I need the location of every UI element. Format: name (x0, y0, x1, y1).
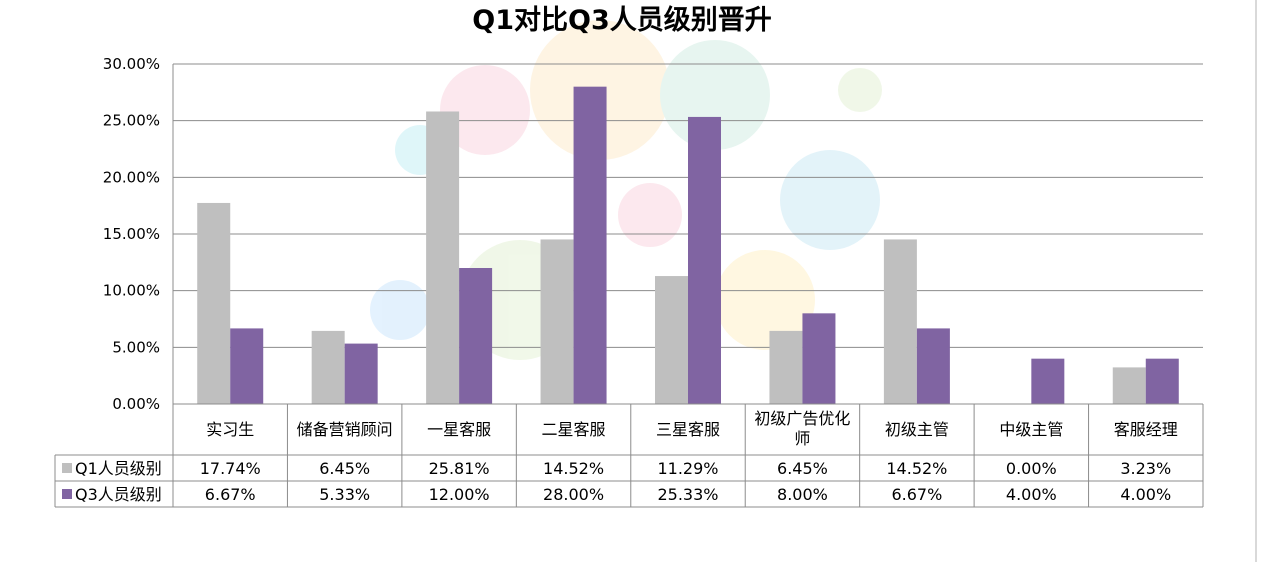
y-tick-label: 0.00% (112, 395, 160, 413)
bar-2-4 (573, 86, 607, 405)
legend-key-1 (62, 463, 72, 473)
table-value: 6.45% (319, 459, 370, 478)
y-tick-label: 10.00% (103, 282, 160, 300)
table-value: 4.00% (1120, 485, 1171, 504)
category-label: 实习生 (206, 420, 254, 439)
category-label: 客服经理 (1114, 420, 1178, 439)
bar-1-7 (883, 239, 917, 404)
table-value: 17.74% (200, 459, 261, 478)
category-label-line: 师 (794, 429, 810, 448)
bar-1-6 (769, 330, 803, 404)
table-value: 6.45% (777, 459, 828, 478)
bars (197, 86, 1179, 405)
table-value: 25.33% (657, 485, 718, 504)
y-tick-label: 20.00% (103, 168, 160, 186)
bar-2-9 (1145, 358, 1179, 404)
bar-2-2 (344, 343, 378, 404)
y-tick-label: 5.00% (112, 338, 160, 356)
category-label: 三星客服 (656, 420, 720, 439)
table-value: 14.52% (886, 459, 947, 478)
y-tick-label: 25.00% (103, 112, 160, 130)
bar-2-1 (230, 328, 264, 404)
table-value: 8.00% (777, 485, 828, 504)
table-value: 3.23% (1120, 459, 1171, 478)
table-value: 11.29% (657, 459, 718, 478)
data-table: 实习生 储备营销顾问 一星客服 二星客服 三星客服 初级广告优化师 初级主管 中级主管 客服经理… (54, 403, 1204, 508)
background-watermark (370, 20, 882, 360)
category-label: 初级广告优化师 (754, 409, 850, 448)
y-tick-label: 30.00% (103, 55, 160, 73)
category-label: 储备营销顾问 (297, 420, 393, 439)
category-label-line: 初级广告优化 (754, 409, 850, 428)
table-value: 25.81% (429, 459, 490, 478)
table-value: 14.52% (543, 459, 604, 478)
bar-2-3 (459, 268, 493, 404)
bar-1-9 (1112, 367, 1146, 404)
bar-2-5 (688, 116, 721, 404)
chart-title: Q1对比Q3人员级别晋升 (472, 4, 771, 36)
series-name: Q1人员级别 (75, 459, 162, 478)
legend-key-2 (62, 489, 72, 499)
table-value: 6.67% (205, 485, 256, 504)
bar-1-3 (426, 111, 460, 404)
category-label: 二星客服 (542, 420, 606, 439)
bar-1-1 (197, 202, 231, 404)
bar-1-5 (655, 276, 688, 404)
bar-2-7 (916, 328, 950, 404)
table-value: 12.00% (429, 485, 490, 504)
table-value: 28.00% (543, 485, 604, 504)
table-value: 6.67% (891, 485, 942, 504)
window-edge-divider (1255, 0, 1257, 562)
table-value: 0.00% (1006, 459, 1057, 478)
y-axis-ticks: 0.00% 5.00% 10.00% 15.00% 20.00% 25.00% 30.00% (103, 55, 160, 413)
category-label: 一星客服 (427, 420, 491, 439)
bar-2-8 (1031, 358, 1065, 404)
y-tick-label: 15.00% (103, 225, 160, 243)
series-name: Q3人员级别 (75, 485, 162, 504)
category-label: 初级主管 (885, 420, 949, 439)
table-value: 4.00% (1006, 485, 1057, 504)
bar-1-2 (311, 330, 345, 404)
bar-2-6 (802, 313, 836, 404)
bar-1-4 (540, 239, 574, 404)
category-label: 中级主管 (999, 420, 1063, 439)
table-value: 5.33% (319, 485, 370, 504)
